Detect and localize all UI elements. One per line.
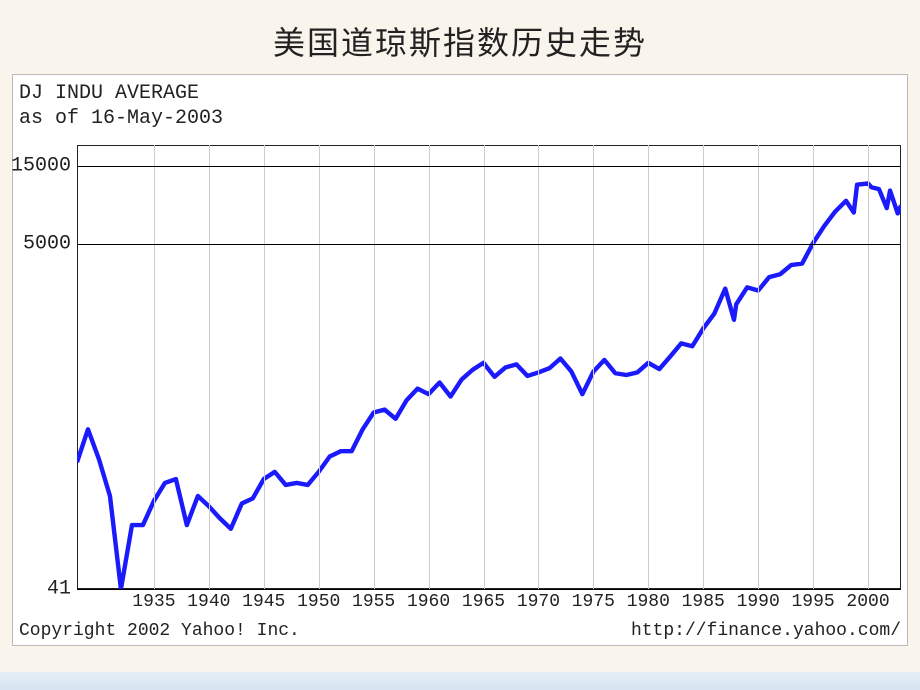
gridline-vertical (703, 145, 704, 589)
gridline-vertical (264, 145, 265, 589)
gridline-vertical (319, 145, 320, 589)
copyright-text: Copyright 2002 Yahoo! Inc. (19, 621, 300, 641)
line-svg (77, 145, 901, 589)
page-title: 美国道琼斯指数历史走势 (0, 0, 920, 74)
y-tick-label: 15000 (11, 154, 77, 177)
chart-series-name: DJ INDU AVERAGE (19, 81, 903, 106)
page: 美国道琼斯指数历史走势 DJ INDU AVERAGE as of 16-May… (0, 0, 920, 690)
gridline-horizontal (77, 589, 901, 590)
gridline-vertical (868, 145, 869, 589)
gridline-vertical (429, 145, 430, 589)
gridline-vertical (648, 145, 649, 589)
x-tick-label: 1935 (132, 589, 175, 612)
source-url: http://finance.yahoo.com/ (631, 621, 901, 641)
gridline-vertical (813, 145, 814, 589)
gridline-vertical (374, 145, 375, 589)
chart-header: DJ INDU AVERAGE as of 16-May-2003 (13, 75, 907, 133)
x-tick-label: 1970 (517, 589, 560, 612)
gridline-vertical (209, 145, 210, 589)
chart-footer: Copyright 2002 Yahoo! Inc. http://financ… (19, 621, 901, 641)
x-tick-label: 1950 (297, 589, 340, 612)
gridline-vertical (758, 145, 759, 589)
x-tick-label: 1960 (407, 589, 450, 612)
x-tick-label: 1975 (572, 589, 615, 612)
chart-panel: DJ INDU AVERAGE as of 16-May-2003 193519… (12, 74, 908, 646)
window-bottom-bar (0, 672, 920, 690)
gridline-vertical (538, 145, 539, 589)
gridline-vertical (593, 145, 594, 589)
x-tick-label: 1955 (352, 589, 395, 612)
gridline-horizontal (77, 166, 901, 167)
x-tick-label: 1990 (737, 589, 780, 612)
y-tick-label: 41 (47, 578, 77, 601)
chart-area: 1935194019451950195519601965197019751980… (77, 145, 901, 589)
y-tick-label: 5000 (23, 233, 77, 256)
x-tick-label: 1945 (242, 589, 285, 612)
gridline-horizontal (77, 244, 901, 245)
gridline-vertical (154, 145, 155, 589)
x-tick-label: 1965 (462, 589, 505, 612)
gridline-vertical (484, 145, 485, 589)
x-tick-label: 1995 (791, 589, 834, 612)
chart-asof: as of 16-May-2003 (19, 106, 903, 131)
x-tick-label: 1980 (627, 589, 670, 612)
x-tick-label: 2000 (846, 589, 889, 612)
x-tick-label: 1940 (187, 589, 230, 612)
x-tick-label: 1985 (682, 589, 725, 612)
